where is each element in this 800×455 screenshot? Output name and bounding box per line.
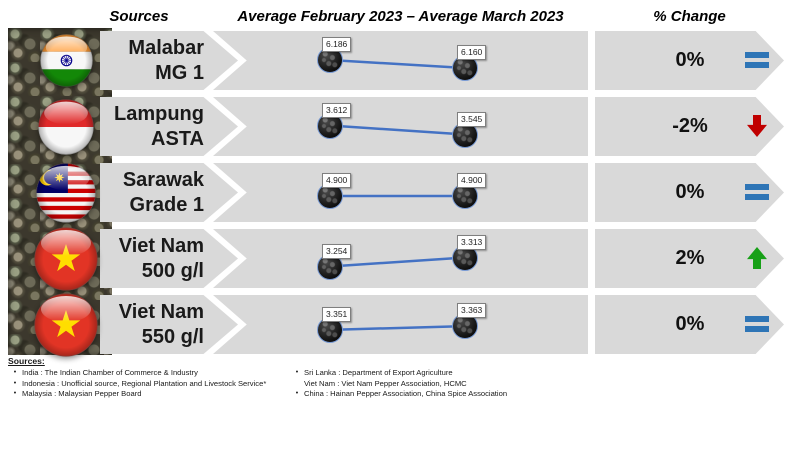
variety-label-line1: Lampung (114, 102, 204, 125)
table-row: Viet Nam 550 g/l 3.351 3.363 0% (0, 292, 800, 357)
variety-label: Malabar MG 1 (128, 36, 204, 86)
list-item: • Malaysia : Malaysian Pepper Board (8, 389, 278, 400)
variety-label-line1: Viet Nam (118, 234, 204, 257)
flag-malaysia-icon (36, 162, 96, 223)
peppercorn-data-marker (317, 183, 343, 209)
variety-label-line2: MG 1 (155, 61, 204, 84)
percent-change-value: 0% (675, 49, 705, 71)
table-row: Sarawak Grade 1 4.900 4.900 0% (0, 162, 800, 223)
table-row: Viet Nam 500 g/l 3.254 3.313 2% (0, 226, 800, 291)
chart-banner: 6.186 6.160 (213, 31, 588, 90)
data-point-label-mar: 4.900 (457, 173, 487, 188)
change-banner: 0% (595, 163, 784, 222)
trend-line (330, 194, 465, 198)
variety-label: Viet Nam 500 g/l (119, 234, 204, 284)
bullet-icon: • (295, 390, 299, 397)
trend-line (329, 124, 466, 136)
flag-india-icon (39, 34, 93, 87)
percent-change-value: 0% (675, 181, 705, 203)
chart-banner: 3.254 3.313 (213, 229, 588, 288)
trend-line (329, 324, 466, 332)
percent-change-value: 0% (675, 313, 705, 335)
data-point-label-feb: 3.612 (322, 102, 352, 118)
flag-vietnam-icon (34, 292, 98, 357)
variety-label-line2: 500 g/l (141, 259, 204, 282)
flag-malaysia-graphic (36, 162, 96, 223)
chart-banner: 3.351 3.363 (213, 295, 588, 354)
mini-line-chart: 3.612 3.545 (213, 97, 588, 156)
mini-line-chart: 3.351 3.363 (213, 295, 588, 354)
change-banner: 2% (595, 229, 784, 288)
peppercorn-data-marker (317, 316, 343, 343)
flag-india-graphic (39, 34, 93, 87)
variety-label-line2: ASTA (151, 127, 204, 150)
period-column-header: Average February 2023 – Average March 20… (237, 8, 564, 25)
bullet-icon (290, 379, 304, 390)
equal-sign-icon (745, 316, 769, 332)
footer-sources-right-column: • Sri Lanka : Department of Export Agric… (290, 368, 590, 400)
mini-line-chart: 6.186 6.160 (213, 31, 588, 90)
change-banner: 0% (595, 295, 784, 354)
variety-label: Sarawak Grade 1 (123, 168, 204, 218)
flag-vietnam-graphic (34, 292, 98, 357)
peppercorn-data-marker (452, 313, 478, 340)
data-point-label-feb: 3.351 (322, 306, 352, 322)
trend-line (329, 256, 466, 268)
data-point-label-mar: 3.363 (457, 303, 487, 319)
footer-sources-left-column: • India : The Indian Chamber of Commerce… (8, 368, 278, 400)
percent-change-column-header: % Change (653, 8, 726, 25)
variety-banner: Sarawak Grade 1 (100, 163, 238, 222)
sources-column-header: Sources (109, 8, 169, 25)
bullet-icon: • (13, 379, 17, 387)
list-item: • Indonesia : Unofficial source, Regiona… (8, 379, 278, 390)
variety-label-line1: Sarawak (122, 168, 204, 191)
equal-sign-icon (745, 184, 769, 200)
variety-banner: Lampung ASTA (100, 97, 238, 156)
table-row: Lampung ASTA 3.612 3.545 -2% (0, 97, 800, 156)
bullet-icon: • (295, 369, 299, 376)
chart-banner: 4.900 4.900 (213, 163, 588, 222)
flag-vietnam-graphic (34, 226, 98, 291)
data-point-label-mar: 3.313 (457, 234, 487, 250)
percent-change-value: -2% (672, 115, 708, 137)
data-point-label-feb: 4.900 (322, 173, 352, 188)
variety-label-line2: Grade 1 (129, 193, 204, 216)
bullet-icon: • (13, 390, 17, 397)
chart-banner: 3.612 3.545 (213, 97, 588, 156)
trend-line (329, 58, 466, 70)
data-point-label-mar: 6.160 (457, 45, 487, 60)
variety-label-line1: Viet Nam (118, 300, 204, 323)
flag-indonesia-graphic (38, 98, 94, 155)
percent-change-value: 2% (675, 247, 705, 269)
list-item: Viet Nam : Viet Nam Pepper Association, … (290, 379, 590, 390)
variety-label: Lampung ASTA (114, 102, 204, 152)
variety-label-line1: Malabar (128, 36, 204, 59)
peppercorn-data-marker (317, 46, 343, 73)
list-item: • China : Hainan Pepper Association, Chi… (290, 389, 590, 400)
list-item: • Sri Lanka : Department of Export Agric… (290, 368, 590, 379)
bullet-icon: • (13, 369, 17, 376)
table-row: Malabar MG 1 6.186 6.160 0% (0, 31, 800, 90)
peppercorn-data-marker (317, 253, 343, 280)
data-point-label-feb: 3.254 (322, 243, 352, 259)
footer-sources-heading: Sources: (8, 356, 45, 366)
variety-banner: Viet Nam 550 g/l (100, 295, 238, 354)
equal-sign-icon (745, 52, 769, 68)
list-item: • India : The Indian Chamber of Commerce… (8, 368, 278, 379)
variety-label-line2: 550 g/l (141, 325, 204, 348)
variety-banner: Viet Nam 500 g/l (100, 229, 238, 288)
peppercorn-data-marker (452, 244, 478, 271)
footer-sources: Sources: • India : The Indian Chamber of… (8, 356, 792, 398)
data-point-label-feb: 6.186 (322, 36, 352, 52)
mini-line-chart: 3.254 3.313 (213, 229, 588, 288)
flag-indonesia-icon (38, 98, 94, 155)
mini-line-chart: 4.900 4.900 (213, 163, 588, 222)
change-banner: 0% (595, 31, 784, 90)
flag-vietnam-icon (34, 226, 98, 291)
change-banner: -2% (595, 97, 784, 156)
variety-label: Viet Nam 550 g/l (119, 300, 204, 350)
data-point-label-mar: 3.545 (457, 111, 487, 127)
variety-banner: Malabar MG 1 (100, 31, 238, 90)
